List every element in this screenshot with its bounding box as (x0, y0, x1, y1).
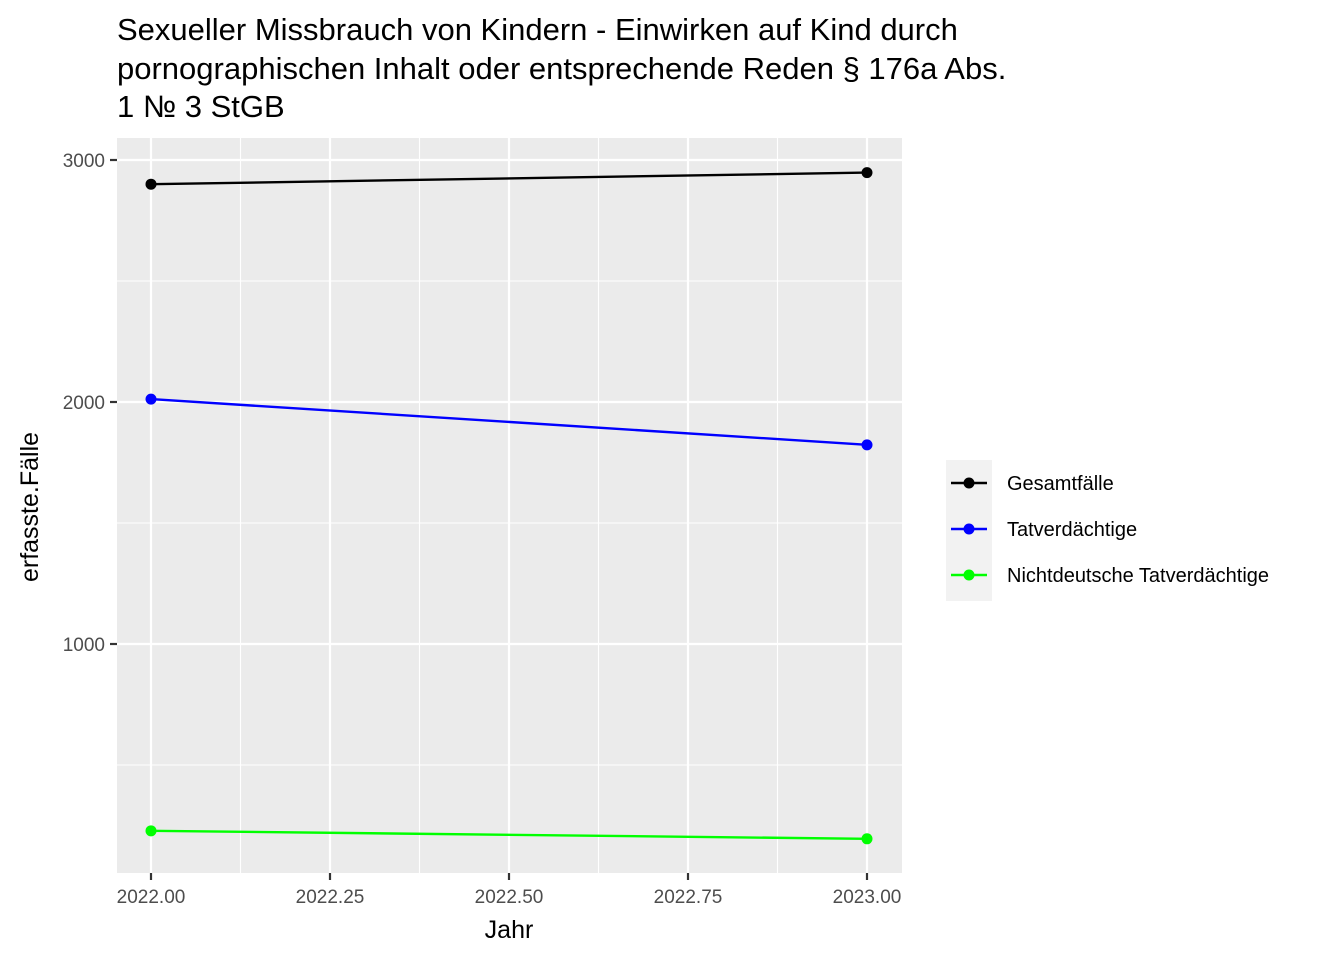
legend-key-point (963, 523, 975, 535)
data-point-series-1 (145, 178, 157, 190)
axis-ticks (110, 158, 869, 880)
data-point-series-2 (861, 439, 873, 451)
series-line-2 (150, 397, 868, 446)
major-gridlines (117, 138, 902, 873)
chart-title-line-2: pornographischen Inhalt oder entsprechen… (117, 51, 1006, 86)
y-tick-label: 1000 (63, 635, 105, 656)
chart-title-line-3: 1 № 3 StGB (117, 89, 285, 124)
data-point-series-2 (145, 393, 157, 405)
x-axis-title: Jahr (485, 916, 534, 944)
chart-title: Sexueller Missbrauch von Kindern - Einwi… (117, 12, 1006, 124)
y-axis-tick-labels: 1000 2000 3000 (63, 151, 105, 656)
legend-label: Gesamtfälle (1007, 473, 1114, 495)
x-tick-label: 2022.75 (654, 887, 723, 908)
chart-title-line-1: Sexueller Missbrauch von Kindern - Einwi… (117, 12, 958, 47)
y-tick-label: 2000 (63, 393, 105, 414)
data-point-series-1 (861, 167, 873, 179)
series-line-3 (150, 829, 868, 840)
data-point-series-3 (861, 833, 873, 845)
legend: Gesamtfälle Tatverdächtige Nichtdeutsche T… (946, 460, 1269, 601)
y-axis-title: erfasste.Fälle (16, 432, 44, 582)
y-tick-label: 3000 (63, 151, 105, 172)
x-tick-label: 2022.25 (296, 887, 365, 908)
legend-key-point (963, 569, 975, 581)
legend-label: Nichtdeutsche Tatverdächtige (1007, 565, 1269, 587)
data-point-series-3 (145, 825, 157, 837)
legend-label: Tatverdächtige (1007, 519, 1137, 541)
x-tick-label: 2022.00 (117, 887, 186, 908)
x-tick-label: 2023.00 (833, 887, 902, 908)
x-axis-tick-labels: 2022.00 2022.25 2022.50 2022.75 2023.00 (117, 887, 902, 908)
legend-key-point (963, 477, 975, 489)
x-tick-label: 2022.50 (475, 887, 544, 908)
series-line-1 (150, 171, 868, 186)
series-layer (145, 167, 873, 845)
